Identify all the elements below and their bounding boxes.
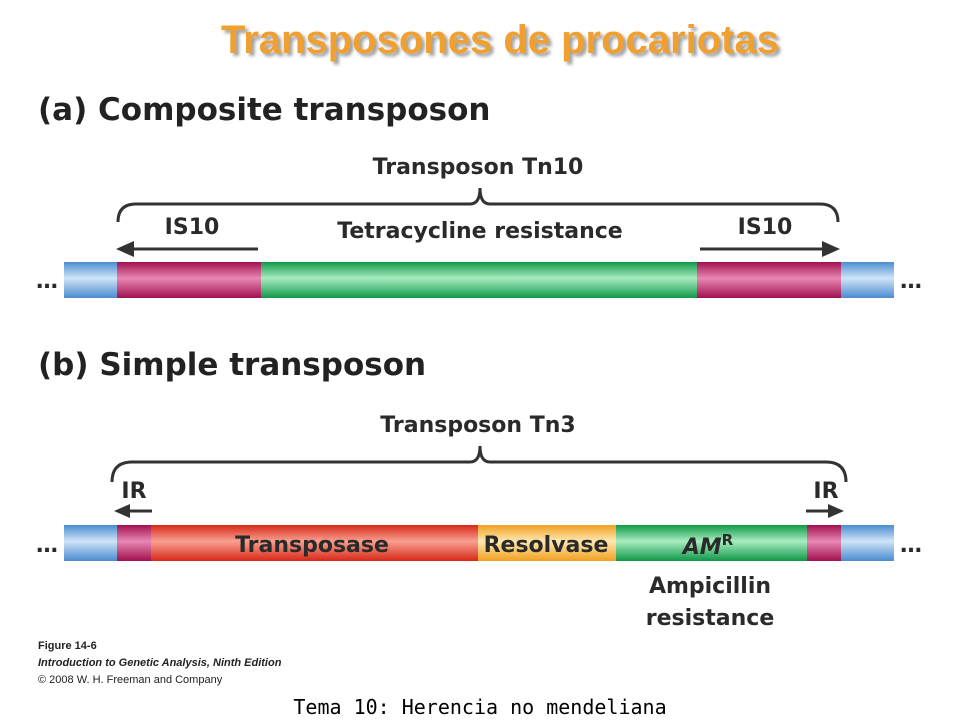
tn3-label: Transposon Tn3	[380, 413, 575, 438]
tn10-bracket	[116, 187, 840, 223]
simple-left-ellipsis: …	[36, 533, 58, 558]
ampicillin-label-line1: Ampicillin	[649, 574, 771, 599]
simple-dna-bar	[64, 525, 894, 561]
figure-number: Figure 14-6	[38, 640, 97, 652]
right-flank-segment	[841, 262, 894, 298]
tn10-label: Transposon Tn10	[373, 155, 584, 180]
left-flank-segment	[64, 262, 117, 298]
transposase-label: Transposase	[235, 533, 389, 558]
ampicillin-label-line2: resistance	[646, 606, 775, 631]
left-is10-arrow	[116, 241, 258, 257]
tetracycline-segment	[261, 262, 697, 298]
right-ir-arrow	[806, 504, 844, 518]
copyright: © 2008 W. H. Freeman and Company	[38, 674, 223, 686]
left-is10-label: IS10	[165, 215, 220, 240]
simple-right-ellipsis: …	[900, 533, 922, 558]
right-ir-label: IR	[813, 479, 838, 504]
composite-left-ellipsis: …	[36, 269, 58, 294]
resolvase-segment	[478, 525, 616, 561]
slide-footer: Tema 10: Herencia no mendeliana	[293, 695, 667, 719]
right-is10-segment	[697, 262, 841, 298]
left-ir-segment	[117, 525, 151, 561]
simple-heading: (b) Simple transposon	[38, 347, 426, 383]
tetracycline-label: Tetracycline resistance	[337, 219, 622, 244]
tn3-bracket	[110, 445, 848, 483]
composite-heading: (a) Composite transposon	[38, 92, 490, 128]
resolvase-label: Resolvase	[484, 533, 609, 558]
amr-segment	[616, 525, 807, 561]
right-is10-label: IS10	[738, 215, 793, 240]
left-ir-label: IR	[121, 479, 146, 504]
left-is10-segment	[117, 262, 261, 298]
simple-right-flank-segment	[841, 525, 894, 561]
transposase-segment	[151, 525, 478, 561]
right-ir-segment	[807, 525, 841, 561]
simple-left-flank-segment	[64, 525, 117, 561]
amr-label: AMR	[681, 531, 734, 560]
right-is10-arrow	[700, 241, 840, 257]
book-title: Introduction to Genetic Analysis, Ninth …	[38, 657, 282, 669]
slide-title: Transposones de procariotas	[221, 18, 779, 62]
left-ir-arrow	[114, 504, 152, 518]
composite-right-ellipsis: …	[900, 269, 922, 294]
composite-dna-bar	[64, 262, 894, 298]
